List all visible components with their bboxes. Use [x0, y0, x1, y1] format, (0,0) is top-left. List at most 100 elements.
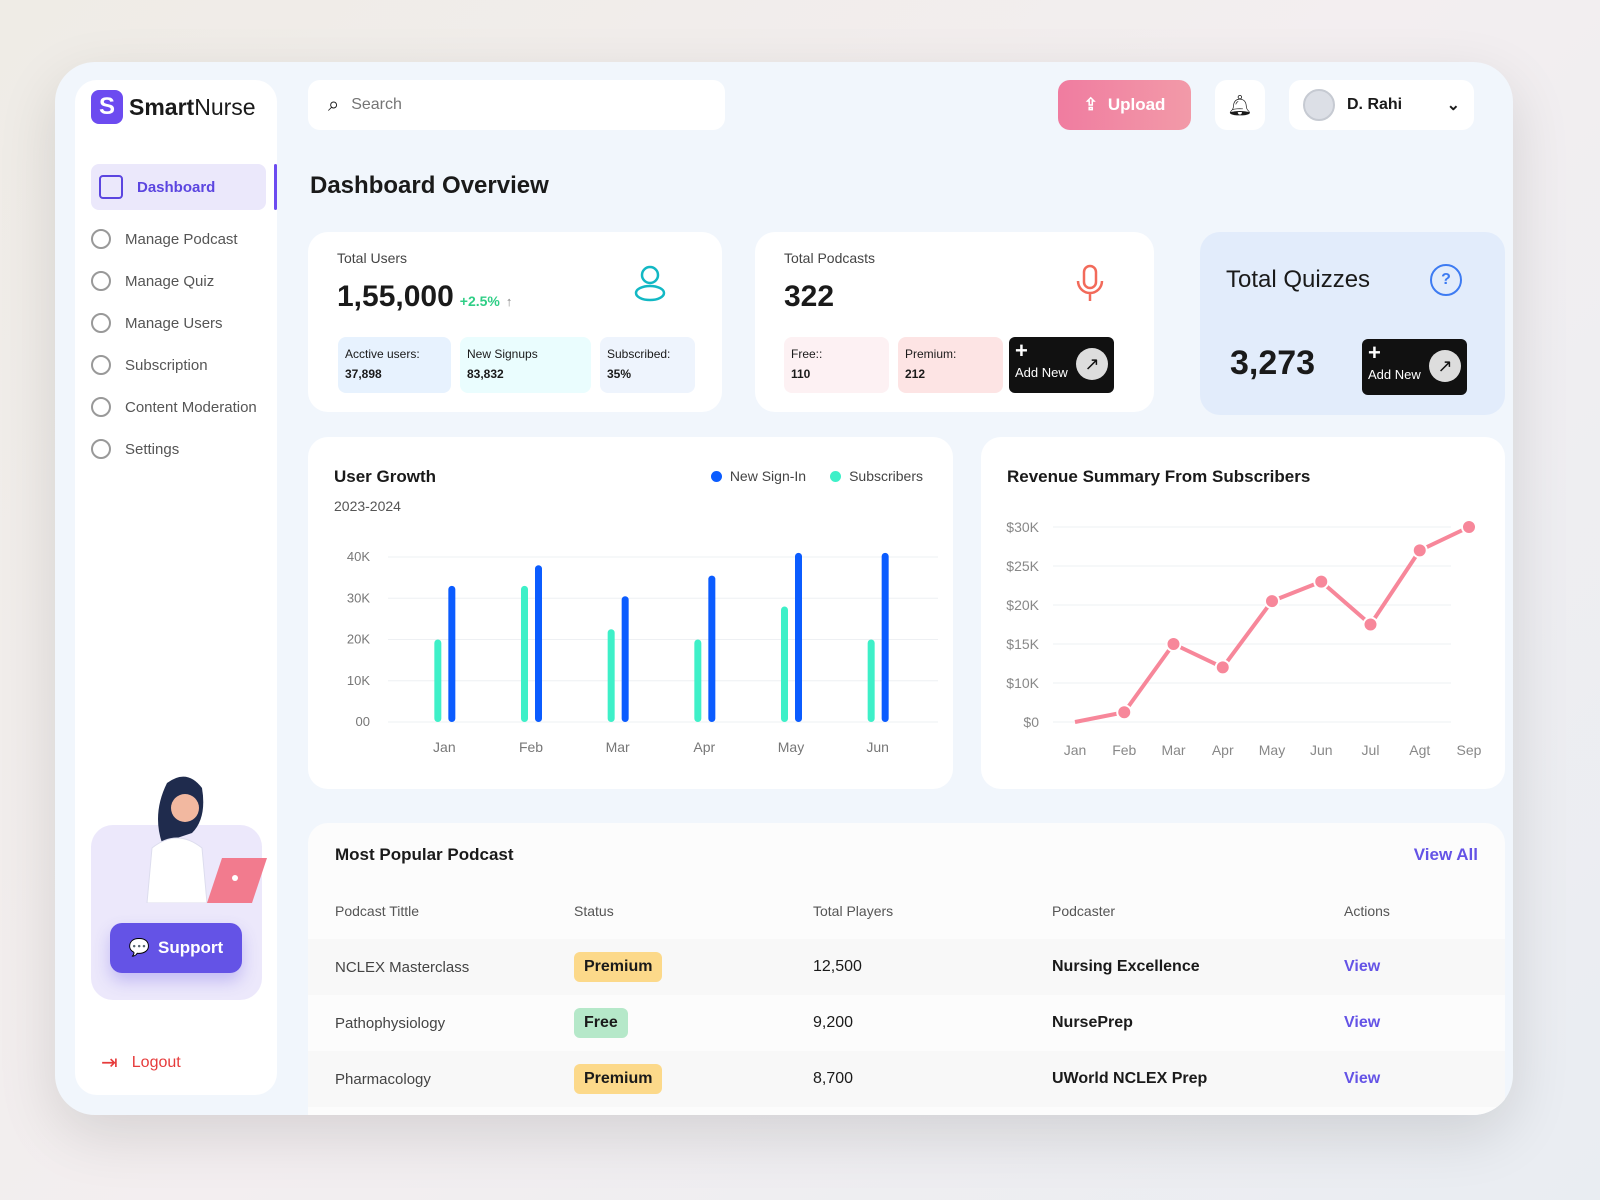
x-tick-label: Mar [1161, 742, 1185, 758]
status-badge: Premium [574, 1064, 663, 1094]
notification-bell-icon[interactable]: 🔔︎ [1215, 80, 1265, 130]
active-indicator [274, 164, 277, 210]
data-point [1264, 593, 1280, 610]
add-podcast-button[interactable]: + Add New ↗ [1009, 337, 1114, 393]
table-row: Pathophysiology Free 9,200 NursePrep View [308, 995, 1505, 1051]
x-tick-label: Mar [606, 739, 630, 755]
plus-icon: + [1015, 338, 1028, 363]
page-title: Dashboard Overview [310, 172, 549, 199]
status: Premium [574, 1051, 813, 1107]
total-quizzes-value: 3,273 [1230, 344, 1316, 382]
total-players: 9,200 [813, 995, 1052, 1051]
x-tick-label: Jun [1310, 742, 1333, 758]
view-link[interactable]: View [1344, 958, 1381, 975]
column-header: Status [574, 903, 614, 919]
podcast-title: Pathophysiology [308, 995, 574, 1051]
status: Premium [574, 939, 813, 995]
upload-button[interactable]: ⇪ Upload [1058, 80, 1191, 130]
x-tick-label: May [1259, 742, 1285, 758]
sidebar-item-settings[interactable]: Settings [91, 428, 281, 470]
chevron-down-icon: ⌄ [1446, 97, 1460, 114]
cell-text: UWorld NCLEX Prep [1052, 1070, 1208, 1087]
legend-subscribers: Subscribers [830, 468, 923, 484]
sidebar-item-content-moderation[interactable]: Content Moderation [91, 386, 281, 428]
app-window: S SmartNurse Dashboard Manage Podcast Manag… [55, 62, 1513, 1115]
logo-icon: S [91, 90, 123, 124]
sidebar-item-subscription[interactable]: Subscription [91, 344, 281, 386]
y-tick-label: $20K [1006, 597, 1039, 613]
logout-icon: ⇥ [101, 1052, 118, 1074]
bar-subscribers [781, 606, 788, 722]
sidebar-item-dashboard[interactable]: Dashboard [91, 164, 266, 210]
table-row: Pharmacology Premium 8,700 UWorld NCLEX Pre… [308, 1051, 1505, 1107]
search-input[interactable] [351, 96, 652, 114]
search-bar[interactable]: ⌕ [308, 80, 725, 130]
subscribed-stat: Subscribed: 35% [600, 337, 695, 393]
podcast-table: Podcast Tittle Status Total Players Podcast… [308, 883, 1505, 1115]
user-growth-subtitle: 2023-2024 [334, 498, 401, 514]
user-growth-card: User Growth 2023-2024 New Sign-In Subscr… [308, 437, 953, 789]
column-header: Actions [1344, 903, 1390, 919]
cell-text: 9,200 [813, 1014, 854, 1031]
bar-subscribers [434, 639, 442, 722]
logo[interactable]: S SmartNurse [91, 90, 256, 124]
y-tick-label: 30K [347, 590, 370, 605]
sidebar-item-label: Manage Podcast [125, 230, 238, 248]
podcast-title: NCLEX Fast Review [308, 1107, 574, 1115]
total-users-value: 1,55,000 [337, 280, 454, 313]
user-name: D. Rahi [1347, 96, 1403, 113]
y-tick-label: $30K [1006, 519, 1039, 535]
podcaster: Nursing Excellence [1052, 939, 1344, 995]
grid-icon [99, 175, 123, 199]
sidebar-item-manage-quiz[interactable]: Manage Quiz [91, 260, 281, 302]
arrow-up-right-icon: ↗ [1429, 350, 1461, 382]
sidebar-item-manage-users[interactable]: Manage Users [91, 302, 281, 344]
upload-label: Upload [1107, 95, 1166, 114]
bar-subscribers [521, 585, 528, 722]
tag-icon [91, 355, 111, 375]
status-badge: Free [574, 1008, 628, 1038]
view-all-link[interactable]: View All [1413, 845, 1478, 864]
users-change: +2.5% [459, 293, 500, 309]
view-link[interactable]: View [1344, 1014, 1381, 1031]
actions: View [1344, 939, 1505, 995]
cell-text: Pharmacology [335, 1070, 431, 1088]
upload-icon: ⇪ [1083, 95, 1098, 114]
sidebar-item-label: Manage Users [125, 314, 223, 332]
table-row: NCLEX Masterclass Premium 12,500 Nursing Ex… [308, 939, 1505, 995]
revenue-card: Revenue Summary From Subscribers $0 $10K $… [981, 437, 1505, 789]
x-tick-label: Apr [693, 739, 715, 755]
x-tick-label: Apr [1212, 742, 1234, 758]
view-link[interactable]: View [1344, 1070, 1381, 1087]
table-title: Most Popular Podcast [335, 845, 514, 864]
data-point [1461, 519, 1477, 535]
legend-new-sign-in: New Sign-In [710, 468, 806, 484]
sidebar-item-label: Subscription [125, 356, 208, 374]
status: Free [574, 1107, 813, 1115]
popular-podcast-card: Most Popular Podcast View All Podcast Ti… [308, 823, 1505, 1115]
bar-new-sign-in [708, 575, 716, 722]
revenue-line [1074, 525, 1470, 724]
cell-text: 8,700 [813, 1070, 854, 1087]
chart-legend: New Sign-In Subscribers [710, 468, 923, 484]
add-quiz-button[interactable]: + Add New ↗ [1362, 339, 1467, 395]
cell-text: NCLEX Masterclass [335, 958, 470, 976]
x-tick-label: Jul [1362, 742, 1380, 758]
data-point [1214, 659, 1231, 676]
new-signups-stat: New Signups 83,832 [460, 337, 591, 393]
logout-button[interactable]: ⇥ Logout [101, 1050, 181, 1075]
user-growth-title: User Growth [334, 467, 437, 486]
user-menu[interactable]: D. Rahi ⌄ [1289, 80, 1474, 130]
y-tick-label: 40K [347, 549, 370, 564]
sidebar-item-manage-podcast[interactable]: Manage Podcast [91, 218, 281, 260]
bar-subscribers [694, 639, 702, 722]
user-icon [91, 313, 111, 333]
bar-new-sign-in [448, 585, 456, 722]
sidebar: S SmartNurse Dashboard Manage Podcast Manag… [75, 80, 277, 1095]
podcaster: NursePrep [1052, 995, 1344, 1051]
support-button[interactable]: 💬 Support [110, 923, 242, 973]
user-icon [634, 265, 666, 302]
microphone-icon [1076, 264, 1104, 301]
y-tick-label: 20K [347, 632, 370, 647]
avatar [1303, 89, 1335, 121]
